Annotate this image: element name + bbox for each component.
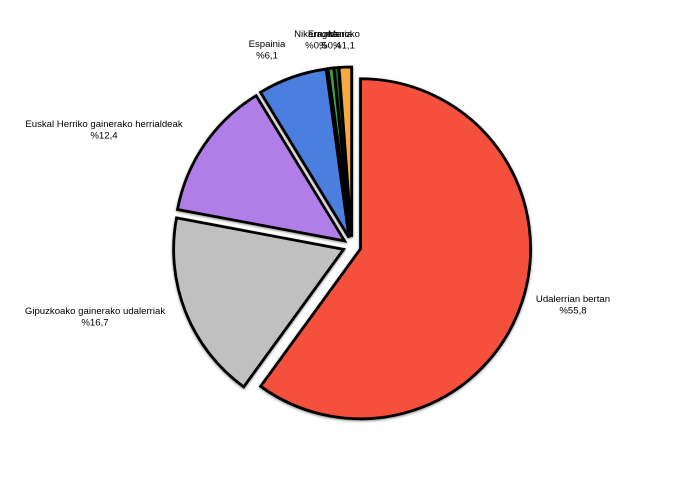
slice-value-1: %16,7 (81, 318, 108, 329)
slice-label-3: Espainia (249, 39, 286, 50)
slice-value-6: %1,1 (333, 41, 355, 52)
slice-label-4: Nikaragua (294, 29, 338, 40)
pie-slice-3 (258, 67, 351, 239)
slice-value-5: %0,4 (319, 41, 342, 52)
slice-label-2: Euskal Herriko gainerako herrialdeak (25, 119, 183, 130)
pie-wedge-layer (172, 65, 532, 421)
slice-label-0: Udalerrian bertan (536, 294, 610, 305)
pie-slice-0 (258, 77, 532, 421)
pie-slice-6 (337, 65, 354, 238)
slice-label-1: Gipuzkoako gainerako udalerriak (25, 306, 165, 317)
slice-value-4: %0,5 (305, 41, 327, 52)
pie-slice-1 (172, 216, 347, 389)
slice-label-6: Maroko (328, 29, 360, 40)
pie-label-layer: Udalerrian bertan%55,8 Gipuzkoako gainera… (25, 29, 610, 329)
slice-label-5: Errumania (308, 29, 353, 40)
slice-value-3: %6,1 (256, 51, 278, 62)
slice-value-0: %55,8 (559, 306, 586, 317)
pie-slice-2 (175, 93, 348, 243)
slice-value-2: %12,4 (90, 131, 118, 142)
